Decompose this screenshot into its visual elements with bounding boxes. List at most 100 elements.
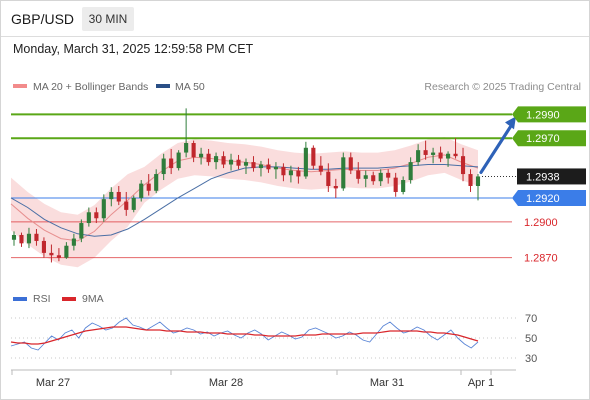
candle-body (386, 172, 391, 178)
candle-body (318, 165, 323, 172)
candle-body (423, 150, 428, 155)
credit-label: Research © 2025 Trading Central (424, 81, 581, 93)
candle-body (26, 233, 32, 244)
forecast-arrow-line (479, 122, 514, 175)
candle-body (333, 186, 338, 189)
level-tag-1.2920 (512, 189, 586, 206)
candle-body (453, 153, 458, 157)
rsi-tick-30: 30 (525, 353, 537, 365)
candle-body (243, 162, 249, 166)
candle-body (214, 156, 219, 163)
candle-body (191, 143, 196, 158)
candle-body (408, 162, 413, 181)
candle-body (206, 153, 211, 163)
level-label-1.2870: 1.2870 (524, 253, 558, 265)
candle-body (438, 152, 443, 159)
chart-header: GBP/USD 30 MIN (0, 0, 590, 36)
level-tag-1.2990 (512, 106, 586, 123)
level-label-1.2990: 1.2990 (526, 109, 560, 121)
candle-body (124, 201, 129, 210)
candle-body (11, 234, 17, 240)
candle-body (176, 152, 181, 169)
level-labels: 1.2990 1.2970 1.2920 1.2900 1.2870 (512, 106, 586, 265)
candle-body (258, 164, 264, 169)
last-price-tag (517, 168, 586, 185)
candle-body (64, 245, 69, 258)
last-price: 1.2938 (482, 168, 586, 185)
candles (11, 108, 481, 263)
candle-body (266, 164, 271, 170)
rsi-legend-label: RSI (33, 293, 51, 305)
rsi-ma-line (10, 326, 479, 345)
x-tick-label-mar-27: Mar 27 (36, 377, 70, 389)
candle-body (146, 183, 151, 191)
candle-body (348, 157, 353, 171)
moving-averages (10, 154, 479, 242)
candle-body (468, 174, 473, 186)
candle-body (116, 191, 121, 202)
candle-body (184, 143, 189, 153)
ma20-legend-swatch (13, 84, 27, 88)
candle-body (236, 159, 241, 166)
ma50-line (10, 164, 479, 237)
candle-body (139, 183, 144, 198)
timeframe-button[interactable]: 30 MIN (82, 7, 134, 31)
x-tick-label-apr-1: Apr 1 (468, 377, 494, 389)
candle-body (281, 166, 286, 176)
candle-body (288, 170, 293, 176)
candle-body (371, 175, 376, 182)
price-levels (11, 113, 512, 259)
x-axis: Mar 27 Mar 28 Mar 31 Apr 1 (11, 369, 516, 389)
rsi-legend-swatch (13, 297, 27, 301)
rsi-ma-legend-swatch (62, 297, 76, 301)
candle-body (169, 158, 174, 169)
bollinger-bands (11, 137, 478, 268)
candle-body (56, 255, 61, 258)
candle-body (460, 156, 466, 175)
candle-body (228, 159, 234, 165)
candle-body (446, 153, 451, 159)
candle-body (19, 234, 24, 244)
candle-body (341, 157, 346, 189)
rsi-ma-legend-label: 9MA (82, 293, 104, 305)
level-label-1.2920: 1.2920 (526, 193, 560, 205)
candle-body (401, 180, 406, 192)
candle-body (393, 177, 398, 192)
rsi-tick-50: 50 (525, 333, 537, 345)
candle-body (251, 162, 256, 169)
candle-body (296, 170, 301, 177)
candle-body (303, 147, 308, 177)
rsi-panel: 70 50 30 (10, 313, 537, 365)
ma50-legend-swatch (156, 84, 170, 88)
x-tick-label-mar-31: Mar 31 (370, 377, 404, 389)
candle-body (94, 212, 99, 219)
candle-body (161, 158, 166, 175)
rsi-tick-70: 70 (525, 313, 537, 325)
candle-body (109, 191, 114, 200)
forecast-arrow-head (505, 116, 516, 130)
candle-body (356, 170, 361, 179)
candle-body (34, 233, 39, 241)
candle-body (311, 147, 316, 166)
level-label-1.2900: 1.2900 (524, 217, 558, 229)
candle-body (273, 166, 278, 170)
ma20-legend-label: MA 20 + Bollinger Bands (33, 81, 148, 93)
candle-body (199, 153, 204, 158)
candle-body (86, 212, 91, 224)
candle-body (154, 174, 159, 191)
candle-body (221, 156, 226, 165)
level-label-1.2970: 1.2970 (526, 133, 560, 145)
candle-body (326, 171, 331, 186)
candle-body (431, 152, 436, 155)
candle-body (49, 252, 54, 256)
last-price-label: 1.2938 (526, 171, 560, 183)
symbol-title: GBP/USD (11, 11, 75, 27)
candle-body (131, 197, 136, 210)
chart-datetime: Monday, March 31, 2025 12:59:58 PM CET (13, 42, 254, 56)
header-divider (0, 36, 590, 37)
level-tag-1.2970 (512, 130, 586, 147)
candle-body (378, 172, 383, 182)
x-tick-label-mar-28: Mar 28 (209, 377, 243, 389)
